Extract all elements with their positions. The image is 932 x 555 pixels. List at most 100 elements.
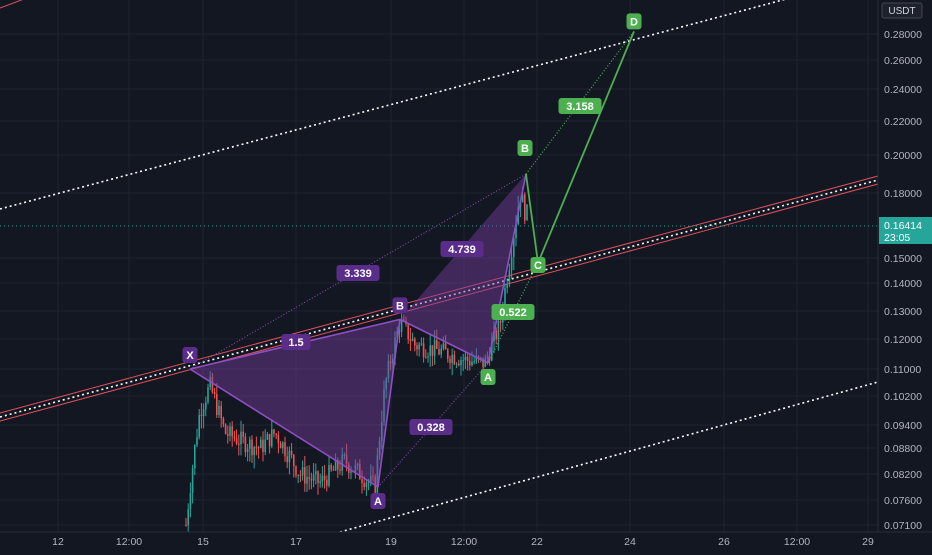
candle-body: [249, 439, 251, 449]
candle-body: [330, 465, 332, 470]
price-tick-label: 0.11000: [884, 364, 921, 376]
candle-body: [231, 426, 233, 437]
candle-body: [187, 509, 189, 526]
price-tick-label: 0.08200: [884, 469, 922, 481]
time-tick-label: 12:00: [451, 536, 477, 548]
dotted-bottom-line: [339, 381, 879, 533]
price-tick-label: 0.18000: [884, 188, 922, 200]
candle-body: [513, 238, 515, 257]
candle-body: [491, 341, 493, 361]
point-a2-label-bg: [480, 369, 496, 385]
candle-body: [497, 321, 500, 340]
candle-body: [400, 319, 403, 332]
time-tick-label: 12: [52, 536, 64, 548]
candle-body: [436, 340, 438, 349]
candle-body: [295, 466, 297, 476]
ratio-0-328-bg: [409, 419, 453, 435]
ratio-3-158: 3.158: [566, 101, 594, 113]
candle-body: [414, 338, 416, 346]
candle-body: [315, 471, 317, 475]
candle-body: [293, 454, 295, 467]
candle-body: [475, 356, 478, 362]
candle-body: [202, 409, 205, 416]
dotted-top-line: [0, 0, 786, 210]
candle-body: [240, 431, 242, 445]
candle-body: [326, 479, 328, 486]
point-b-label-bg: [392, 297, 408, 314]
candle-body: [418, 344, 420, 350]
candle-body: [396, 331, 398, 338]
time-tick-label: 15: [197, 536, 209, 548]
candle-body: [211, 376, 214, 392]
ratio-3-158-bg: [558, 98, 602, 114]
candle-body: [469, 361, 471, 366]
candle-body: [251, 439, 253, 456]
green-leg-bc: [525, 173, 539, 264]
countdown-label: 23:05: [884, 232, 910, 244]
pattern-leg-2: [399, 318, 489, 364]
candle-body: [466, 356, 469, 362]
last-price-value: 0.16414: [884, 220, 922, 232]
candle-body: [354, 465, 357, 472]
candle-body: [392, 358, 394, 364]
candle-body: [458, 363, 460, 366]
candle-body: [451, 354, 453, 364]
candle-body: [299, 474, 302, 476]
price-tick-label: 0.15000: [884, 253, 922, 265]
time-tick-label: 17: [290, 536, 302, 548]
price-tick-label: 0.13000: [884, 306, 922, 318]
candle-body: [238, 443, 240, 445]
ratio-line-aa: [377, 362, 489, 488]
candle-body: [350, 471, 352, 473]
candle-body: [425, 356, 427, 358]
currency-badge-bg: [881, 2, 923, 19]
candle-body: [229, 426, 231, 436]
candle-body: [246, 448, 249, 453]
candle-body: [370, 475, 372, 482]
candle-body: [394, 337, 396, 359]
candle-body: [361, 479, 363, 484]
candle-body: [486, 356, 489, 359]
candle-body: [365, 482, 368, 487]
candle-body: [447, 349, 449, 359]
candle-body: [460, 360, 462, 366]
point-b2-label: B: [521, 143, 529, 155]
candle-body: [416, 345, 418, 350]
candle-body: [196, 437, 198, 446]
candle-body: [480, 357, 482, 359]
candle-body: [264, 439, 266, 452]
candle-body: [356, 463, 359, 466]
candle-body: [455, 363, 458, 365]
time-axis-bg: [0, 532, 932, 550]
candle-body: [271, 429, 273, 447]
candle-body: [420, 343, 423, 345]
candle-body: [385, 378, 387, 390]
candle-body: [290, 450, 293, 455]
xab-triangle: [190, 319, 400, 487]
price-tick-label: 0.14000: [884, 278, 922, 290]
currency-label: USDT: [888, 6, 915, 17]
price-tick-label: 0.24000: [884, 84, 922, 96]
candle-body: [372, 475, 374, 477]
candle-body: [431, 345, 434, 356]
candle-body: [323, 475, 326, 480]
candle-body: [218, 405, 220, 415]
time-tick-label: 26: [718, 536, 730, 548]
candle-body: [378, 441, 381, 456]
candle-body: [521, 194, 524, 203]
candle-body: [473, 361, 475, 363]
candle-body: [453, 354, 456, 365]
grid: [0, 0, 878, 532]
candle-body: [312, 474, 315, 481]
candle-body: [409, 339, 412, 341]
candle-body: [198, 414, 200, 438]
point-c-label: C: [534, 260, 542, 272]
candle-body: [337, 459, 339, 470]
candle-body: [255, 446, 258, 448]
candle-body: [332, 469, 335, 471]
point-x-label: X: [186, 350, 194, 362]
green-leg-cd: [537, 31, 635, 264]
candle-body: [444, 343, 447, 350]
